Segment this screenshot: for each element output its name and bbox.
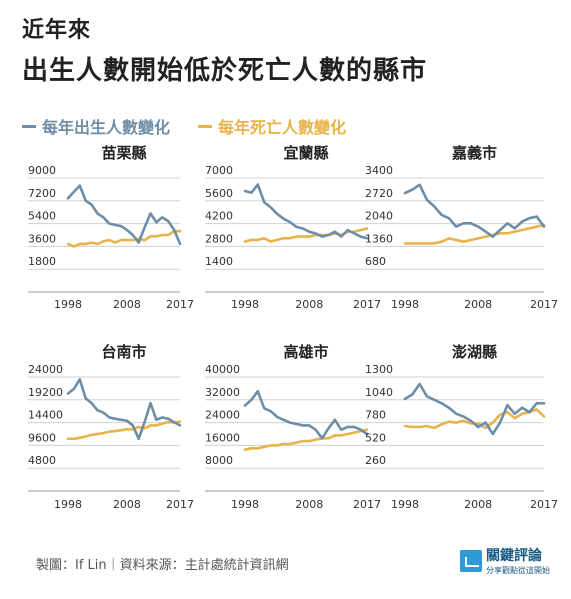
logo-chart-icon — [460, 549, 482, 572]
y-tick-label: 1400 — [205, 255, 233, 268]
legend-births-swatch — [22, 124, 36, 128]
x-tick-label: 2017 — [530, 298, 558, 311]
y-tick-label: 5600 — [205, 187, 233, 200]
y-tick-label: 260 — [365, 454, 386, 467]
y-tick-label: 2800 — [205, 232, 233, 245]
x-tick-label: 2017 — [530, 498, 558, 511]
y-tick-label: 16000 — [205, 431, 240, 444]
chart-panel-4: 高雄市 8000 16000 24000 32000 40000 1998 2008 2017 — [205, 343, 381, 511]
y-tick-label: 32000 — [205, 386, 240, 399]
series-line-births — [403, 382, 546, 436]
legend: 每年出生人數變化 每年死亡人數變化 — [22, 114, 346, 138]
chart-panel-3: 台南市 4800 9600 14400 19200 24000 1998 2008 2017 — [28, 343, 194, 511]
y-tick-label: 2040 — [365, 210, 393, 223]
y-tick-label: 3600 — [28, 232, 56, 245]
y-tick-label: 9600 — [28, 431, 56, 444]
y-tick-label: 1040 — [365, 386, 393, 399]
y-tick-label: 40000 — [205, 363, 240, 376]
publisher-logo: 關鍵評論 分享觀點從這開始 — [460, 545, 550, 576]
x-tick-label: 2008 — [113, 298, 141, 311]
y-tick-label: 2720 — [365, 187, 393, 200]
chart-panel-2: 嘉義市 680 1360 2040 2720 3400 1998 2008 2017 — [365, 144, 558, 311]
chart-title: 宜蘭縣 — [283, 144, 328, 162]
y-tick-label: 7200 — [28, 187, 56, 200]
x-tick-label: 2008 — [113, 498, 141, 511]
x-tick-label: 2017 — [166, 498, 194, 511]
chart-title: 嘉義市 — [451, 144, 497, 162]
x-tick-label: 2017 — [353, 298, 381, 311]
x-tick-label: 2008 — [295, 498, 323, 511]
y-tick-label: 9000 — [28, 164, 56, 177]
series-line-births — [66, 378, 182, 441]
chart-title: 台南市 — [101, 343, 146, 361]
chart-title: 苗栗縣 — [101, 144, 146, 162]
series-line-births — [403, 183, 546, 238]
x-tick-label: 1998 — [391, 498, 419, 511]
footer-credit: 製圖：If Lin｜資料來源：主計處統計資訊網 — [36, 558, 289, 573]
x-tick-label: 1998 — [231, 298, 259, 311]
page-title-line1: 近年來 — [22, 18, 92, 43]
x-tick-label: 2008 — [464, 298, 492, 311]
x-tick-label: 2017 — [166, 298, 194, 311]
chart-title: 澎湖縣 — [452, 343, 497, 361]
chart-panel-1: 宜蘭縣 1400 2800 4200 5600 7000 1998 2008 2017 — [205, 144, 381, 311]
legend-births: 每年出生人數變化 — [22, 114, 170, 138]
chart-panel-5: 澎湖縣 260 520 780 1040 1300 1998 2008 2017 — [365, 343, 558, 511]
x-tick-label: 2017 — [353, 498, 381, 511]
y-tick-label: 520 — [365, 431, 386, 444]
logo-tagline: 分享觀點從這開始 — [486, 566, 550, 575]
series-line-births — [243, 389, 369, 440]
y-tick-label: 24000 — [205, 409, 240, 422]
y-tick-label: 1800 — [28, 255, 56, 268]
series-line-deaths — [66, 229, 182, 248]
y-tick-label: 4800 — [28, 454, 56, 467]
y-tick-label: 14400 — [28, 409, 63, 422]
series-line-deaths — [403, 223, 546, 245]
x-tick-label: 2008 — [295, 298, 323, 311]
x-tick-label: 1998 — [231, 498, 259, 511]
y-tick-label: 3400 — [365, 164, 393, 177]
chart-title: 高雄市 — [283, 343, 328, 361]
legend-births-label: 每年出生人數變化 — [42, 118, 171, 137]
legend-deaths-label: 每年死亡人數變化 — [218, 118, 347, 137]
y-tick-label: 5400 — [28, 210, 56, 223]
y-tick-label: 780 — [365, 409, 386, 422]
y-tick-label: 1300 — [365, 363, 393, 376]
series-line-deaths — [66, 420, 182, 441]
chart-panel-0: 苗栗縣 1800 3600 5400 7200 9000 1998 2008 2017 — [28, 144, 194, 311]
x-tick-label: 1998 — [54, 498, 82, 511]
y-tick-label: 4200 — [205, 210, 233, 223]
x-tick-label: 1998 — [54, 298, 82, 311]
legend-deaths-swatch — [198, 124, 213, 128]
series-line-deaths — [243, 428, 369, 452]
logo-name: 關鍵評論 — [486, 548, 542, 564]
legend-deaths: 每年死亡人數變化 — [198, 114, 346, 138]
y-tick-label: 19200 — [28, 386, 63, 399]
y-tick-label: 24000 — [28, 363, 63, 376]
series-line-births — [243, 183, 369, 240]
page-title-line2: 出生人數開始低於死亡人數的縣市 — [22, 56, 428, 86]
y-tick-label: 1360 — [365, 232, 393, 245]
y-tick-label: 680 — [365, 255, 386, 268]
x-tick-label: 2008 — [464, 498, 492, 511]
x-tick-label: 1998 — [391, 298, 419, 311]
y-tick-label: 7000 — [205, 164, 233, 177]
y-tick-label: 8000 — [205, 454, 233, 467]
series-line-births — [66, 184, 182, 246]
